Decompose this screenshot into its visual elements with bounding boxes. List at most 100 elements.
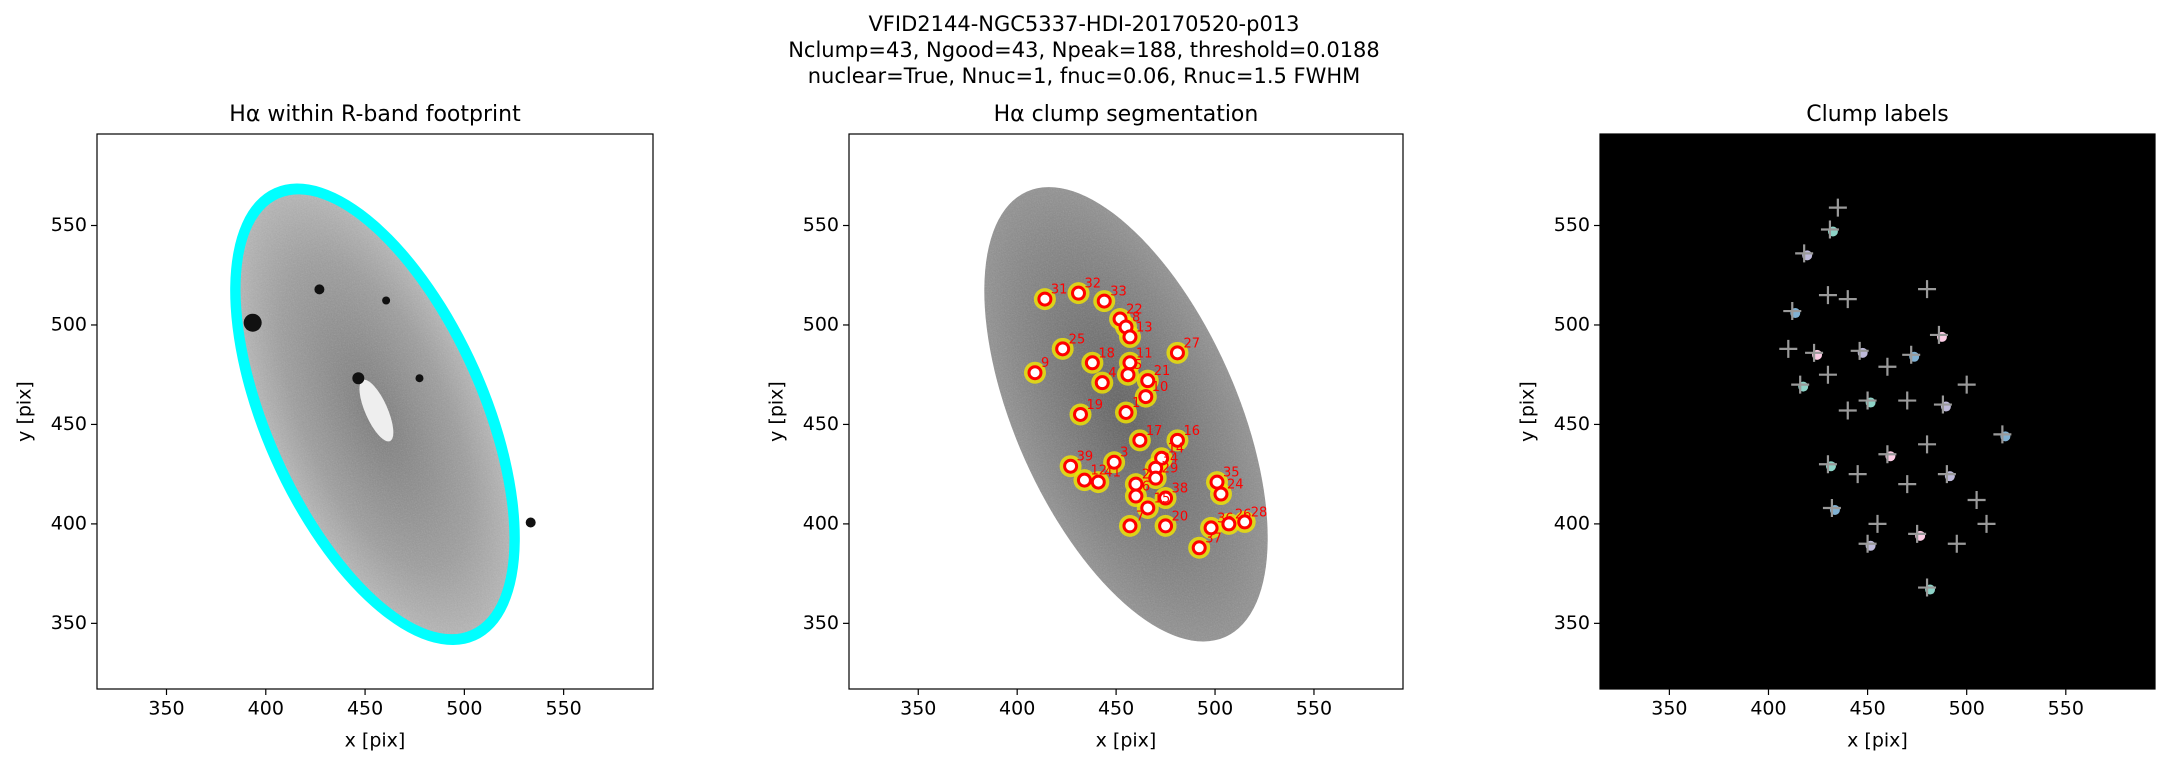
x-tick-label: 450: [347, 698, 383, 720]
peak-marker: [1993, 425, 2012, 444]
clump-marker: [1122, 329, 1138, 345]
x-tick-label: 350: [900, 698, 936, 720]
y-tick-label: 450: [51, 413, 87, 435]
galaxy-feature: [243, 313, 262, 332]
clump-label: 21: [1154, 364, 1171, 379]
x-axis-label: x [pix]: [1847, 730, 1908, 752]
peak-marker: [1858, 391, 1877, 410]
suptitle-line: nuclear=True, Nnuc=1, fnuc=0.06, Rnuc=1.…: [808, 64, 1361, 88]
suptitle-line: VFID2144-NGC5337-HDI-20170520-p013: [868, 12, 1299, 36]
clump-label: 9: [1041, 356, 1049, 371]
peak-marker: [1828, 198, 1847, 217]
galaxy-feature: [382, 296, 391, 305]
x-tick-label: 350: [1651, 698, 1687, 720]
clump-marker: [1128, 488, 1144, 504]
peak-marker: [1957, 375, 1976, 394]
clump-marker: [1120, 367, 1136, 383]
clump-label: 11: [1136, 346, 1153, 361]
clump-marker: [1140, 500, 1156, 516]
clump-marker: [1158, 518, 1174, 534]
peak-marker: [1868, 514, 1887, 533]
clump-label: 28: [1251, 505, 1268, 520]
x-tick-label: 450: [1849, 698, 1885, 720]
axes-frame: [848, 133, 1404, 690]
clump-marker: [1072, 406, 1088, 422]
x-tick-label: 450: [1098, 698, 1134, 720]
clump-label: 1: [1132, 396, 1140, 411]
x-tick-label: 550: [546, 698, 582, 720]
peak-marker: [1898, 475, 1917, 494]
peak-marker: [1822, 498, 1841, 517]
clump-marker: [1237, 514, 1253, 530]
peak-marker: [1838, 290, 1857, 309]
galaxy-feature: [352, 372, 365, 385]
peak-marker: [1848, 465, 1867, 484]
x-tick-label: 550: [2048, 698, 2084, 720]
y-tick-label: 550: [803, 214, 839, 236]
clump-marker: [1203, 520, 1219, 536]
peak-marker: [1929, 325, 1948, 344]
clump-marker: [1071, 285, 1087, 301]
x-tick-label: 550: [1296, 698, 1332, 720]
peak-marker: [1918, 435, 1937, 454]
clump-marker: [1148, 470, 1164, 486]
peak-marker: [1791, 375, 1810, 394]
clump-marker: [1106, 454, 1122, 470]
peak-marker: [1818, 455, 1837, 474]
clump-marker: [1213, 486, 1229, 502]
clump-marker: [1169, 345, 1185, 361]
clump-marker: [1138, 389, 1154, 405]
clump-marker: [1221, 516, 1237, 532]
clump-label: 19: [1086, 398, 1103, 413]
x-tick-label: 400: [1750, 698, 1786, 720]
clump-marker: [1191, 540, 1207, 556]
y-tick-label: 450: [1554, 413, 1590, 435]
axes-title: Clump labels: [1806, 102, 1948, 127]
axes-frame: [96, 133, 654, 690]
y-tick-label: 550: [1554, 214, 1590, 236]
suptitle-line: Nclump=43, Ngood=43, Npeak=188, threshol…: [788, 38, 1380, 62]
peak-marker: [1902, 345, 1921, 364]
peak-marker: [1818, 286, 1837, 305]
y-tick-label: 500: [51, 313, 87, 335]
peak-marker: [1795, 244, 1814, 263]
clump-label: 25: [1069, 332, 1086, 347]
y-tick-label: 350: [1554, 612, 1590, 634]
clump-label: 5: [1134, 358, 1142, 373]
clump-marker: [1090, 474, 1106, 490]
clump-label: 18: [1098, 346, 1115, 361]
peak-marker: [1818, 365, 1837, 384]
x-tick-label: 500: [1949, 698, 1985, 720]
clump-label: 12: [1090, 464, 1107, 479]
y-tick-label: 550: [51, 214, 87, 236]
clump-label: 27: [1183, 336, 1200, 351]
clump-label: 39: [1077, 450, 1094, 465]
peak-marker: [1820, 220, 1839, 239]
clump-label: 16: [1183, 424, 1200, 439]
y-axis-label: y [pix]: [1517, 381, 1539, 442]
image-layer: [230, 183, 536, 646]
x-tick-label: 400: [999, 698, 1035, 720]
clump-label: 33: [1110, 285, 1127, 300]
clump-label: 20: [1172, 509, 1189, 524]
clump-label: 24: [1227, 478, 1244, 493]
peak-marker: [1783, 302, 1802, 321]
y-tick-label: 350: [803, 612, 839, 634]
y-tick-label: 500: [803, 313, 839, 335]
peak-marker: [1918, 280, 1937, 299]
panel: 350 400 450 500 550 350 400 450 500 550 Hα within …: [14, 102, 654, 752]
clump-label: 17: [1146, 424, 1163, 439]
clump-marker: [1209, 474, 1225, 490]
y-tick-label: 400: [1554, 512, 1590, 534]
clump-label: 31: [1051, 283, 1068, 298]
clump-marker: [1055, 341, 1071, 357]
clump-label: 29: [1162, 462, 1179, 477]
peak-marker: [1878, 445, 1897, 464]
clump-label: 15: [1154, 491, 1171, 506]
y-tick-label: 400: [51, 512, 87, 534]
clump-label: 13: [1136, 320, 1153, 335]
x-tick-label: 350: [148, 698, 184, 720]
clump-marker: [1140, 373, 1156, 389]
